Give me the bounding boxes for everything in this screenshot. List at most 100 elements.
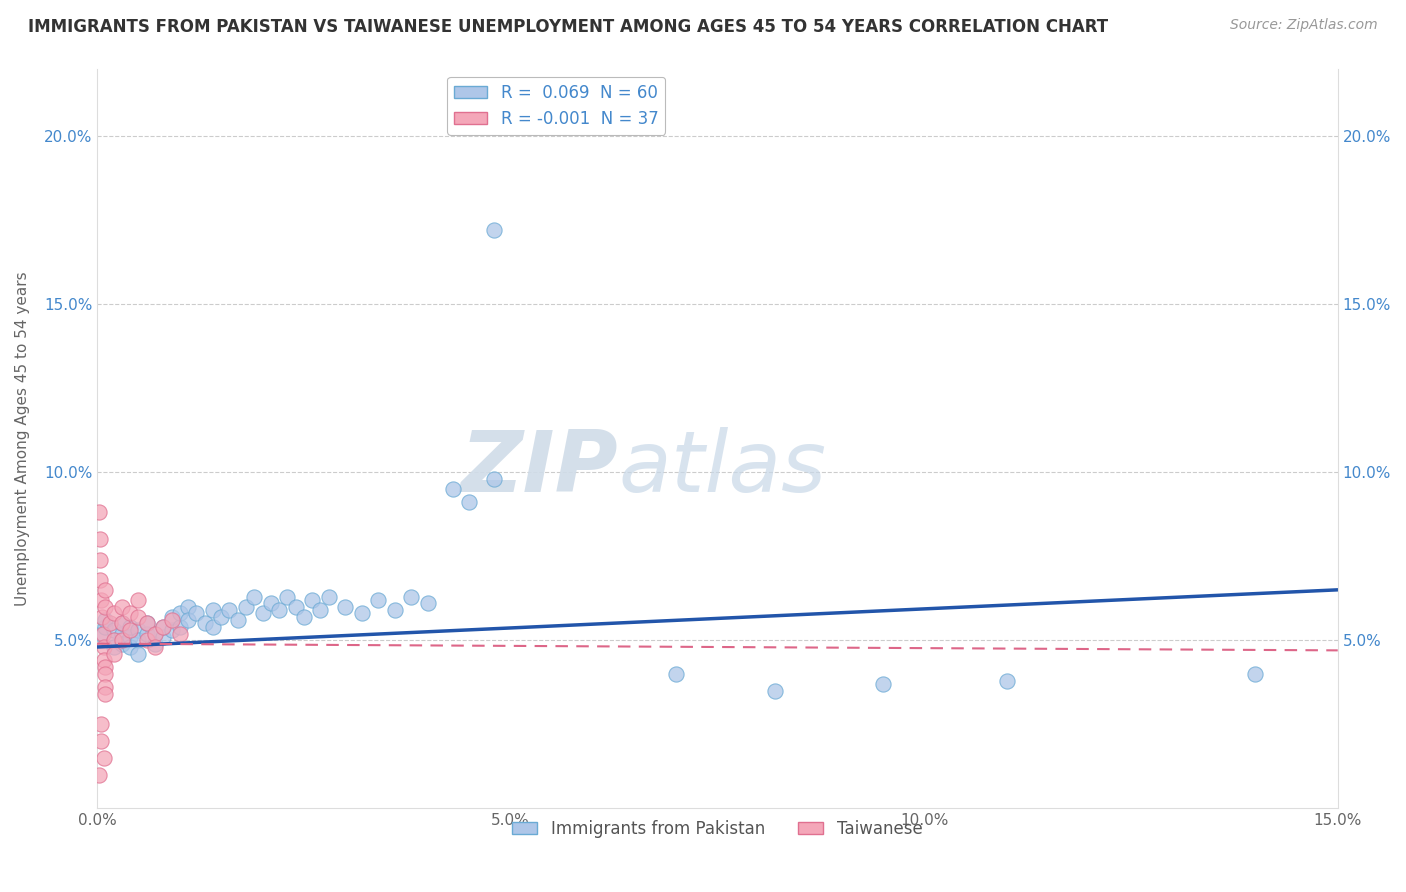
Point [87, 768, 110, 782]
Legend: Immigrants from Pakistan, Taiwanese: Immigrants from Pakistan, Taiwanese [506, 814, 929, 845]
Point [143, 640, 166, 654]
Point [120, 623, 142, 637]
Point [89, 573, 111, 587]
Point [267, 603, 290, 617]
Text: ZIP: ZIP [461, 426, 619, 509]
Point [284, 599, 307, 614]
Point [103, 623, 125, 637]
Point [93, 653, 115, 667]
Point [169, 607, 191, 621]
Point [292, 609, 315, 624]
Point [94, 687, 117, 701]
Point [763, 683, 786, 698]
Point [120, 620, 142, 634]
Point [367, 593, 389, 607]
Point [301, 593, 323, 607]
Point [94, 620, 117, 634]
Point [90, 593, 112, 607]
Point [318, 590, 340, 604]
Point [89, 552, 111, 566]
Point [111, 626, 134, 640]
Point [90, 626, 112, 640]
Point [127, 633, 149, 648]
Point [93, 640, 115, 654]
Point [103, 640, 125, 654]
Point [135, 616, 157, 631]
Point [160, 609, 183, 624]
Point [260, 596, 283, 610]
Point [127, 647, 149, 661]
Point [177, 613, 200, 627]
Point [186, 607, 208, 621]
Point [87, 506, 110, 520]
Point [111, 599, 134, 614]
Point [94, 667, 117, 681]
Point [94, 613, 117, 627]
Point [120, 630, 142, 644]
Point [89, 533, 111, 547]
Point [120, 640, 142, 654]
Point [135, 633, 157, 648]
Point [94, 582, 117, 597]
Point [872, 677, 894, 691]
Point [111, 616, 134, 631]
Point [218, 603, 240, 617]
Point [482, 223, 505, 237]
Text: atlas: atlas [619, 426, 827, 509]
Point [90, 734, 112, 748]
Point [135, 626, 157, 640]
Point [416, 596, 439, 610]
Point [143, 637, 166, 651]
Point [309, 603, 332, 617]
Text: Source: ZipAtlas.com: Source: ZipAtlas.com [1230, 18, 1378, 32]
Point [226, 613, 249, 627]
Point [177, 599, 200, 614]
Point [103, 607, 125, 621]
Point [235, 599, 257, 614]
Point [135, 616, 157, 631]
Point [276, 590, 298, 604]
Point [111, 616, 134, 631]
Point [482, 472, 505, 486]
Point [94, 660, 117, 674]
Point [169, 620, 191, 634]
Point [103, 633, 125, 648]
Point [209, 609, 232, 624]
Point [401, 590, 423, 604]
Point [1244, 667, 1267, 681]
Point [160, 613, 183, 627]
Point [995, 673, 1018, 688]
Point [94, 599, 117, 614]
Point [91, 609, 114, 624]
Point [94, 681, 117, 695]
Point [120, 607, 142, 621]
Point [384, 603, 406, 617]
Point [90, 717, 112, 731]
Point [127, 623, 149, 637]
Y-axis label: Unemployment Among Ages 45 to 54 years: Unemployment Among Ages 45 to 54 years [15, 271, 30, 606]
Point [143, 626, 166, 640]
Point [201, 620, 224, 634]
Point [201, 603, 224, 617]
Text: IMMIGRANTS FROM PAKISTAN VS TAIWANESE UNEMPLOYMENT AMONG AGES 45 TO 54 YEARS COR: IMMIGRANTS FROM PAKISTAN VS TAIWANESE UN… [28, 18, 1108, 36]
Point [152, 630, 174, 644]
Point [160, 623, 183, 637]
Point [93, 751, 115, 765]
Point [143, 626, 166, 640]
Point [335, 599, 357, 614]
Point [91, 626, 114, 640]
Point [127, 609, 149, 624]
Point [152, 620, 174, 634]
Point [169, 626, 191, 640]
Point [127, 593, 149, 607]
Point [152, 620, 174, 634]
Point [194, 616, 217, 631]
Point [111, 633, 134, 648]
Point [458, 495, 481, 509]
Point [243, 590, 266, 604]
Point [103, 647, 125, 661]
Point [252, 607, 274, 621]
Point [350, 607, 373, 621]
Point [665, 667, 688, 681]
Point [103, 633, 125, 648]
